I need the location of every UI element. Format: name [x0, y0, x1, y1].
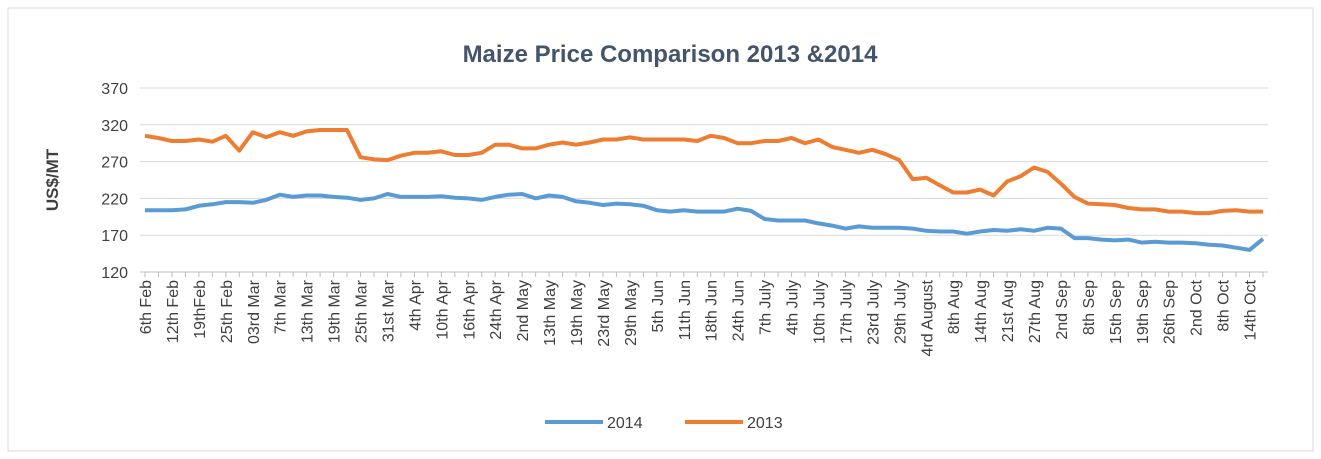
- x-tick-label: 13th Mar: [300, 279, 317, 343]
- x-tick-label: 21st Aug: [1000, 280, 1017, 342]
- x-tick-label: 13th May: [542, 280, 559, 346]
- x-tick-label: 4th Apr: [407, 279, 424, 330]
- legend-label: 2013: [747, 415, 783, 432]
- x-tick-label: 16th Apr: [461, 279, 478, 339]
- x-tick-label: 23rd May: [596, 280, 613, 347]
- chart-frame: [7, 7, 1314, 452]
- x-tick-label: 31st Mar: [380, 279, 397, 342]
- x-tick-label: 6th Feb: [138, 280, 155, 334]
- x-tick-label: 8th Sep: [1081, 280, 1098, 335]
- x-tick-label: 10th July: [811, 280, 828, 344]
- y-tick-label: 120: [101, 265, 128, 282]
- x-tick-label: 5th Jun: [650, 280, 667, 332]
- x-tick-label: 2nd Oct: [1189, 279, 1206, 336]
- line-series: [145, 192, 1265, 252]
- x-tick-label: 8th Oct: [1216, 279, 1233, 331]
- x-tick-label: 26th Sep: [1162, 280, 1179, 344]
- x-tick-label: 29th May: [623, 280, 640, 346]
- x-tick-label: 19th Sep: [1135, 280, 1152, 344]
- x-tick-label: 24th Jun: [731, 280, 748, 341]
- y-tick-label: 220: [101, 191, 128, 208]
- x-tick-label: 03rd Mar: [246, 279, 263, 344]
- y-axis-label: US$/MT: [43, 148, 62, 211]
- x-tick-label: 19th May: [569, 280, 586, 346]
- x-tick-label: 29th July: [892, 280, 909, 344]
- x-tick-label: 15th Sep: [1108, 280, 1125, 344]
- x-tick-label: 27th Aug: [1027, 280, 1044, 343]
- x-tick-label: 2nd May: [515, 280, 532, 341]
- x-tick-label: 12th Feb: [165, 280, 182, 343]
- x-tick-label: 24th Apr: [488, 279, 505, 339]
- x-tick-label: 11th Jun: [677, 280, 694, 340]
- x-tick-label: 7th Mar: [273, 279, 290, 334]
- y-tick-label: 270: [101, 155, 128, 172]
- x-tick-label: 4th July: [785, 280, 802, 335]
- x-tick-label: 19th Mar: [327, 279, 344, 343]
- x-tick-label: 25th Feb: [219, 280, 236, 343]
- x-tick-label: 18th Jun: [704, 280, 721, 341]
- chart-title: Maize Price Comparison 2013 &2014: [463, 41, 879, 68]
- x-tick-label: 14th Oct: [1243, 279, 1260, 340]
- y-tick-label: 370: [101, 81, 128, 98]
- x-tick-label: 23rd July: [865, 280, 882, 345]
- x-tick-label: 4rd August: [919, 279, 936, 356]
- y-tick-label: 320: [101, 118, 128, 135]
- x-tick-label: 17th July: [838, 280, 855, 344]
- x-tick-label: 8th Aug: [946, 280, 963, 334]
- x-tick-label: 2nd Sep: [1054, 280, 1071, 340]
- legend-label: 2014: [607, 415, 643, 432]
- x-tick-label: 19thFeb: [192, 280, 209, 339]
- x-tick-label: 7th July: [758, 280, 775, 335]
- y-tick-label: 170: [101, 228, 128, 245]
- x-tick-label: 10th Apr: [434, 279, 451, 339]
- x-tick-label: 25th Mar: [354, 279, 371, 343]
- x-tick-label: 14th Aug: [973, 280, 990, 343]
- line-series: [144, 128, 1263, 216]
